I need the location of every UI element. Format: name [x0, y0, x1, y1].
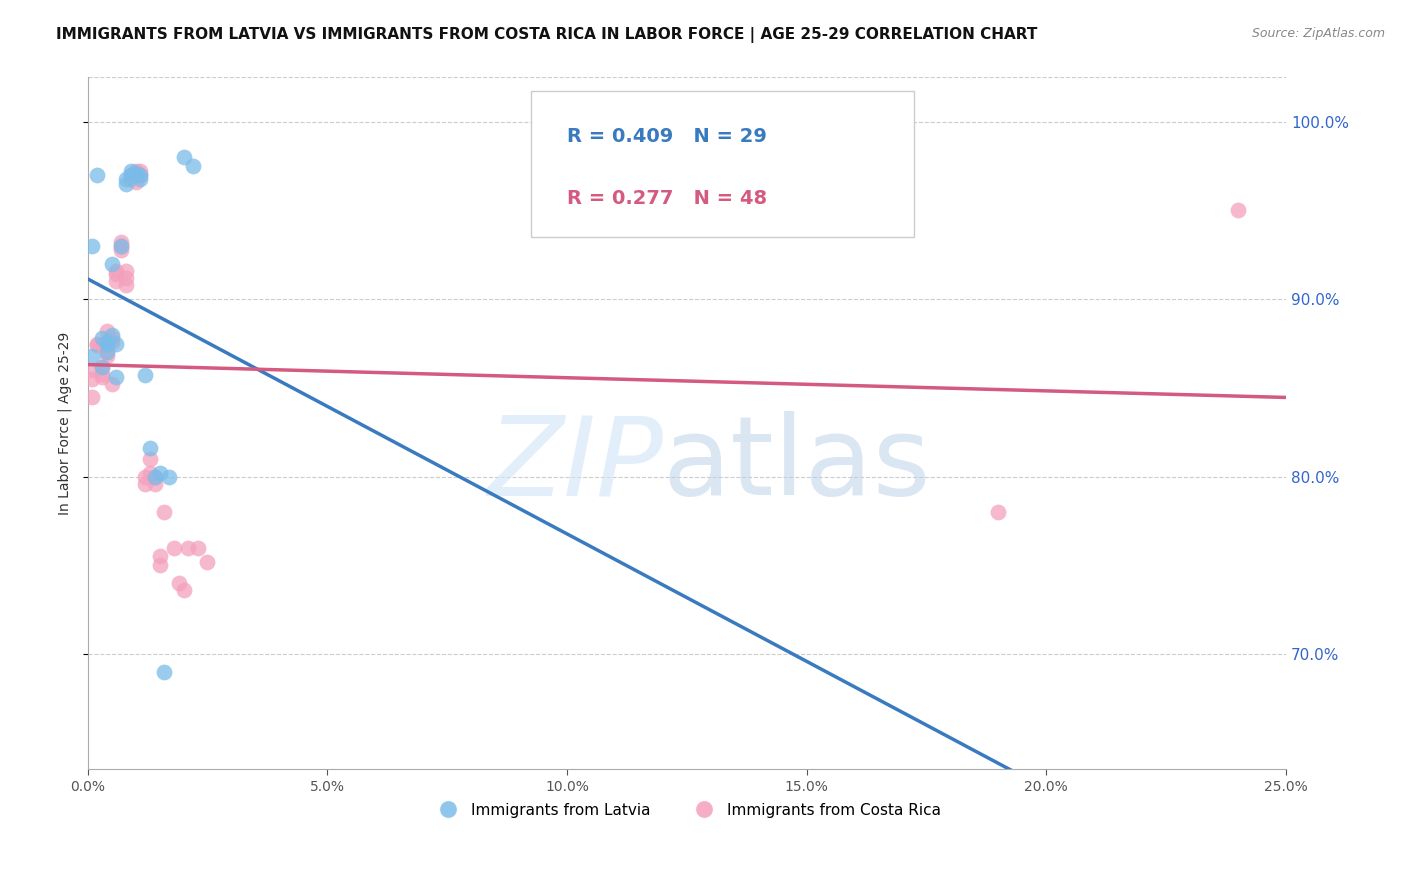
- Point: [134, 368, 156, 383]
- Legend: Immigrants from Latvia, Immigrants from Costa Rica: Immigrants from Latvia, Immigrants from …: [426, 797, 948, 824]
- Point: [129, 164, 152, 178]
- Point: [181, 159, 204, 173]
- Point: [173, 150, 195, 164]
- Text: R = 0.277   N = 48: R = 0.277 N = 48: [567, 189, 768, 208]
- Point: [148, 558, 170, 573]
- Point: [110, 239, 132, 253]
- Y-axis label: In Labor Force | Age 25-29: In Labor Force | Age 25-29: [58, 332, 72, 515]
- Point: [134, 476, 156, 491]
- Point: [124, 168, 146, 182]
- Point: [987, 505, 1010, 519]
- Point: [177, 541, 200, 555]
- Point: [120, 171, 142, 186]
- Point: [82, 372, 104, 386]
- Point: [82, 349, 104, 363]
- Point: [153, 505, 176, 519]
- Point: [105, 268, 128, 282]
- Point: [105, 336, 128, 351]
- Point: [100, 327, 122, 342]
- Point: [148, 549, 170, 564]
- Point: [115, 177, 138, 191]
- Point: [124, 168, 146, 182]
- Point: [91, 367, 114, 381]
- Point: [173, 583, 195, 598]
- Point: [115, 271, 138, 285]
- Point: [91, 359, 114, 374]
- Text: atlas: atlas: [662, 411, 931, 518]
- Point: [91, 336, 114, 351]
- Point: [134, 469, 156, 483]
- Point: [157, 469, 180, 483]
- Point: [110, 243, 132, 257]
- Point: [139, 441, 162, 455]
- Point: [105, 370, 128, 384]
- Point: [143, 469, 166, 483]
- Point: [96, 349, 118, 363]
- Point: [143, 476, 166, 491]
- Point: [139, 466, 162, 480]
- Point: [148, 466, 170, 480]
- Point: [1227, 203, 1250, 218]
- Point: [100, 257, 122, 271]
- Point: [120, 164, 142, 178]
- Point: [110, 235, 132, 250]
- Text: Source: ZipAtlas.com: Source: ZipAtlas.com: [1251, 27, 1385, 40]
- Point: [124, 166, 146, 180]
- Point: [124, 175, 146, 189]
- Point: [82, 239, 104, 253]
- Point: [139, 451, 162, 466]
- Point: [120, 168, 142, 182]
- Point: [91, 370, 114, 384]
- Point: [100, 331, 122, 345]
- Text: ZIP: ZIP: [486, 411, 662, 518]
- Point: [86, 336, 108, 351]
- Point: [86, 168, 108, 182]
- Point: [197, 555, 219, 569]
- Point: [129, 168, 152, 182]
- Text: R = 0.409   N = 29: R = 0.409 N = 29: [567, 127, 766, 145]
- Point: [153, 665, 176, 679]
- Point: [105, 264, 128, 278]
- Point: [100, 377, 122, 392]
- Point: [96, 336, 118, 351]
- Point: [167, 576, 190, 591]
- Point: [115, 171, 138, 186]
- Point: [96, 345, 118, 359]
- Point: [143, 469, 166, 483]
- Point: [163, 541, 186, 555]
- Point: [96, 324, 118, 338]
- Point: [124, 164, 146, 178]
- Point: [129, 171, 152, 186]
- FancyBboxPatch shape: [531, 91, 914, 236]
- Point: [82, 390, 104, 404]
- Point: [91, 359, 114, 374]
- Point: [86, 338, 108, 352]
- Point: [129, 168, 152, 182]
- Point: [115, 264, 138, 278]
- Point: [120, 168, 142, 182]
- Text: IMMIGRANTS FROM LATVIA VS IMMIGRANTS FROM COSTA RICA IN LABOR FORCE | AGE 25-29 : IMMIGRANTS FROM LATVIA VS IMMIGRANTS FRO…: [56, 27, 1038, 43]
- Point: [110, 239, 132, 253]
- Point: [96, 345, 118, 359]
- Point: [115, 278, 138, 293]
- Point: [82, 363, 104, 377]
- Point: [100, 334, 122, 349]
- Point: [187, 541, 209, 555]
- Point: [96, 334, 118, 349]
- Point: [105, 275, 128, 289]
- Point: [91, 331, 114, 345]
